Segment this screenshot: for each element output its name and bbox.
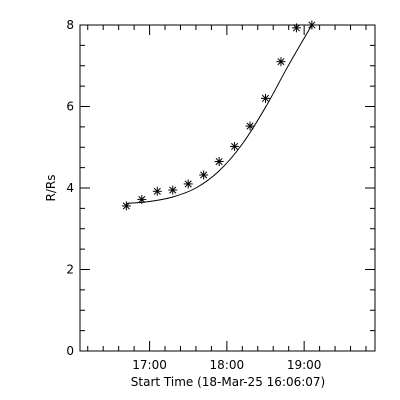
x-tick-label: 18:00 [210, 358, 245, 372]
x-tick-label: 19:00 [287, 358, 322, 372]
data-point [230, 141, 240, 151]
y-axis-label: R/Rs [44, 175, 58, 202]
data-point [291, 23, 301, 33]
data-point [168, 185, 178, 195]
data-point [276, 57, 286, 67]
data-point [214, 157, 224, 167]
y-axis-ticks: 0 2 4 6 8 [66, 18, 375, 358]
data-point [307, 20, 317, 30]
data-point [137, 194, 147, 204]
x-axis-label: Start Time (18-Mar-25 16:06:07) [131, 375, 325, 389]
y-tick-label: 8 [66, 18, 74, 32]
data-point [183, 179, 193, 189]
data-point [199, 170, 209, 180]
data-point [261, 93, 271, 103]
y-tick-label: 4 [66, 181, 74, 195]
data-point [152, 186, 162, 196]
y-tick-label: 2 [66, 263, 74, 277]
fit-curve [126, 24, 313, 204]
y-tick-label: 0 [66, 344, 74, 358]
data-points [121, 20, 317, 211]
x-tick-label: 17:00 [132, 358, 167, 372]
y-tick-label: 6 [66, 100, 74, 114]
plot-frame [79, 24, 376, 352]
data-point [245, 121, 255, 131]
data-point [121, 201, 131, 211]
x-axis-ticks: 17:00 18:00 19:00 [87, 25, 367, 372]
